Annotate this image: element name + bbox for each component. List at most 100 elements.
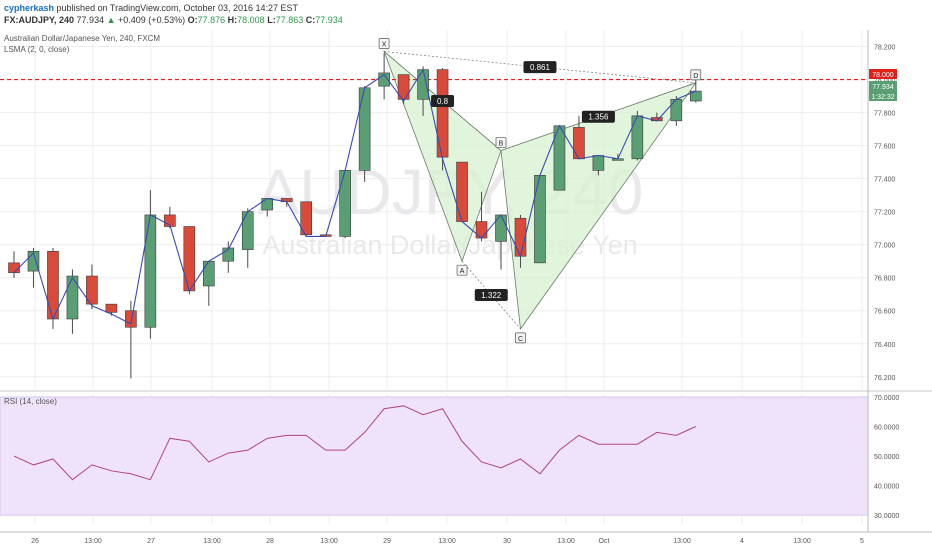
candle-bull	[534, 175, 546, 264]
candle-bull	[241, 211, 254, 250]
pattern-point-B: B	[499, 141, 504, 148]
x-tick-label: 13:00	[557, 538, 575, 545]
main-pane-bg	[0, 30, 868, 390]
ratio-badge	[431, 95, 455, 108]
ratio-label: 1.356	[588, 113, 609, 122]
last-price-badge	[869, 81, 897, 91]
x-tick-label: 4	[740, 538, 744, 545]
lsma-line	[13, 68, 697, 325]
candle-bear	[475, 221, 488, 239]
candle-bear	[573, 127, 585, 160]
candle-bear	[47, 250, 59, 320]
last-price: 77.934	[76, 15, 105, 25]
x-tick-label: Oct	[599, 538, 610, 545]
candle-bear	[514, 217, 527, 257]
pattern-point-A: A	[460, 268, 465, 275]
rsi-tick-label: 50.0000	[874, 454, 899, 461]
y-tick-label: 77.200	[874, 210, 896, 217]
open-label: O:	[187, 15, 198, 25]
last-price-text: 77.934	[872, 84, 894, 91]
x-tick-label: 13:00	[320, 538, 338, 545]
ratio-badge	[581, 110, 615, 123]
ratio-badge	[474, 289, 508, 302]
low-label: L:	[267, 15, 276, 25]
rsi-tick-label: 70.0000	[874, 395, 899, 402]
candle-bear	[125, 310, 137, 328]
pattern-point-box	[456, 264, 468, 276]
lsma-legend[interactable]: LSMA (2, 0, close)	[4, 45, 70, 54]
low-value: 77.863	[275, 15, 304, 25]
candle-bear	[8, 262, 20, 274]
publish-line: cypherkash published on TradingView.com,…	[4, 3, 298, 13]
change-arrow: ▲	[106, 15, 116, 25]
candle-bear	[300, 201, 313, 236]
candle-bull	[144, 214, 157, 328]
change-value: +0.409 (+0.53%)	[118, 15, 186, 25]
y-tick-label: 76.800	[874, 276, 896, 283]
candle-bull	[66, 275, 79, 320]
candle-bear	[436, 69, 449, 158]
candle-bear	[397, 74, 410, 100]
rsi-tick-label: 30.0000	[874, 513, 899, 520]
high-value: 78.008	[237, 15, 265, 25]
x-tick-label: 30	[503, 538, 511, 545]
rsi-band	[0, 396, 869, 516]
y-tick-label: 77.400	[874, 177, 896, 184]
rsi-line	[13, 405, 697, 481]
close-label: C:	[305, 15, 316, 25]
candle-bull	[358, 87, 371, 171]
x-tick-label: 13:00	[793, 538, 811, 545]
pattern-point-box	[378, 38, 390, 49]
x-tick-label: 29	[383, 538, 391, 545]
y-tick-label: 76.400	[874, 342, 896, 349]
candle-bear	[105, 303, 118, 313]
candle-bull	[417, 69, 429, 100]
candle-bull	[222, 247, 235, 262]
symbol-label[interactable]: FX:AUDJPY, 240	[4, 15, 75, 25]
instrument-legend: Australian Dollar/Japanese Yen, 240, FXC…	[4, 34, 161, 43]
close-value: 77.934	[315, 15, 343, 25]
y-tick-label: 77.800	[874, 111, 896, 118]
pattern-point-box	[690, 69, 702, 81]
pattern-point-D: D	[693, 73, 698, 80]
price-badges: 78.000 77.934 1:32:32	[869, 69, 897, 101]
x-tick-label: 13:00	[84, 538, 102, 545]
pattern-point-X: X	[382, 41, 387, 48]
y-tick-label: 78.200	[874, 45, 896, 52]
quote-line: FX:AUDJPY, 240 77.934 ▲ +0.409 (+0.53%) …	[4, 15, 343, 25]
x-tick-label: 13:00	[673, 538, 691, 545]
publish-info: published on TradingView.com, October 03…	[56, 3, 299, 13]
level-badge-text: 78.000	[872, 72, 894, 79]
pattern-point-C: C	[518, 336, 523, 343]
x-tick-label: 26	[31, 538, 39, 545]
candle-bull	[592, 155, 605, 171]
ratio-label: 0.861	[530, 63, 551, 72]
candle-bull	[339, 170, 351, 237]
x-tick-label: 28	[266, 538, 274, 545]
ratio-badge	[523, 61, 557, 74]
rsi-legend[interactable]: RSI (14, close)	[4, 397, 57, 406]
candle-bull	[378, 72, 390, 87]
candle-bear	[183, 226, 196, 292]
x-tick-label: 5	[860, 538, 864, 545]
candle-bear	[456, 161, 468, 222]
author-link[interactable]: cypherkash	[4, 3, 55, 13]
candle-bull	[631, 115, 644, 160]
x-tick-label: 27	[147, 538, 155, 545]
pattern-labels: X A B C D 0.861 0.8 1.322 1.356	[378, 38, 702, 344]
high-label: H:	[227, 15, 238, 25]
pattern-point-box	[495, 137, 507, 148]
pattern-point-box	[515, 332, 526, 344]
rsi-tick-label: 40.0000	[874, 484, 899, 491]
countdown-text: 1:32:32	[871, 94, 894, 101]
candle-bull	[670, 99, 683, 122]
open-value: 77.876	[197, 15, 226, 25]
candle-bear	[86, 275, 98, 305]
candle-bull	[203, 260, 215, 287]
candle-bull	[27, 250, 40, 272]
countdown-badge	[869, 91, 897, 101]
candle-bull	[261, 198, 274, 211]
x-tick-label: 13:00	[203, 538, 221, 545]
x-tick-label: 13:00	[438, 538, 456, 545]
